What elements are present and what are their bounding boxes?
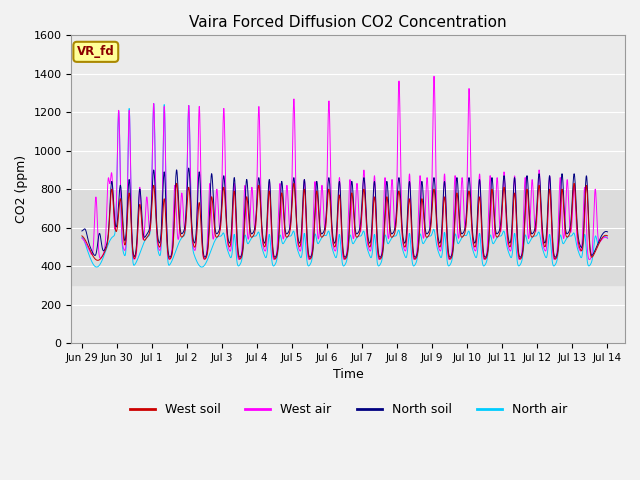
- Bar: [72, 189, 625, 285]
- Text: VR_fd: VR_fd: [77, 45, 115, 59]
- Legend: West soil, West air, North soil, North air: West soil, West air, North soil, North a…: [125, 398, 572, 421]
- X-axis label: Time: Time: [333, 368, 364, 381]
- Title: Vaira Forced Diffusion CO2 Concentration: Vaira Forced Diffusion CO2 Concentration: [189, 15, 507, 30]
- Y-axis label: CO2 (ppm): CO2 (ppm): [15, 155, 28, 223]
